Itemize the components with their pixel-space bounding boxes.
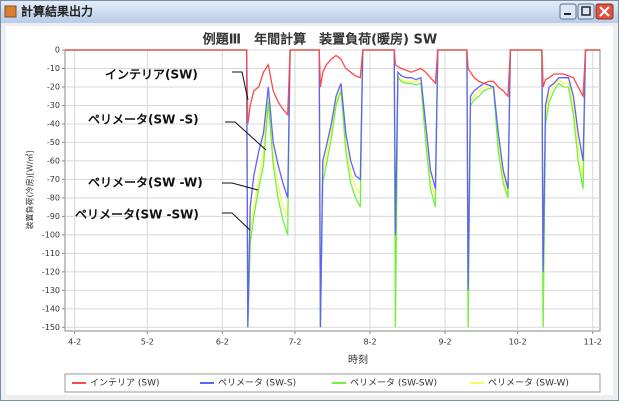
window-buttons	[559, 3, 614, 20]
x-tick-label: 9-2	[439, 338, 452, 347]
legend-label: ペリメータ (SW-W)	[488, 378, 569, 389]
legend-label: ペリメータ (SW-SW)	[350, 378, 437, 389]
y-tick-label: -130	[42, 286, 60, 295]
y-tick-label: -60	[47, 156, 60, 165]
annotation: ペリメータ(SW -W)	[88, 176, 203, 190]
y-axis-label: 装置負荷(冷房)[W/㎡]	[25, 150, 35, 229]
x-tick-label: 6-2	[216, 338, 229, 347]
x-axis-label: 時刻	[348, 353, 368, 366]
y-tick-label: -70	[47, 175, 60, 184]
y-tick-label: -120	[42, 267, 60, 276]
y-tick-label: -150	[42, 323, 60, 332]
x-tick-label: 10-2	[509, 338, 527, 347]
maximize-icon	[581, 6, 591, 16]
chart-title: 例題Ⅲ 年間計算 装置負荷(暖房) SW	[203, 32, 437, 48]
minimize-button[interactable]	[559, 3, 577, 20]
x-tick-label: 11-2	[584, 338, 602, 347]
title-bar	[1, 1, 618, 23]
annotation-leader	[222, 212, 251, 231]
x-tick-label: 7-2	[288, 338, 301, 347]
y-tick-label: -80	[47, 193, 60, 202]
y-tick-label: -10	[47, 64, 60, 73]
series-line	[65, 49, 600, 328]
app-icon	[4, 5, 17, 18]
close-icon	[599, 6, 610, 17]
y-tick-label: -30	[47, 101, 60, 110]
x-tick-label: 4-2	[68, 338, 81, 347]
legend-label: ペリメータ (SW-S)	[218, 378, 296, 389]
y-tick-label: -110	[42, 249, 60, 258]
y-tick-label: 0	[55, 46, 60, 55]
legend-label: インテリア (SW)	[90, 378, 160, 389]
plot-area	[64, 49, 601, 332]
y-tick-label: -100	[42, 230, 60, 239]
annotation: インテリア(SW)	[105, 68, 198, 82]
x-tick-label: 8-2	[363, 338, 376, 347]
annotation: ペリメータ(SW -S)	[88, 113, 199, 127]
annotation-leader	[222, 182, 259, 191]
series-line	[65, 49, 600, 124]
y-tick-label: -50	[47, 138, 60, 147]
y-tick-label: -140	[42, 304, 60, 313]
x-tick-label: 5-2	[141, 338, 154, 347]
annotation-leader	[225, 121, 267, 151]
y-tick-label: -40	[47, 119, 60, 128]
annotation: ペリメータ(SW -SW)	[75, 208, 199, 222]
minimize-icon	[564, 13, 571, 15]
y-tick-label: -90	[47, 212, 60, 221]
window-title: 計算結果出力	[21, 4, 93, 19]
annotation-leader	[232, 71, 249, 101]
y-tick-label: -20	[47, 82, 60, 91]
